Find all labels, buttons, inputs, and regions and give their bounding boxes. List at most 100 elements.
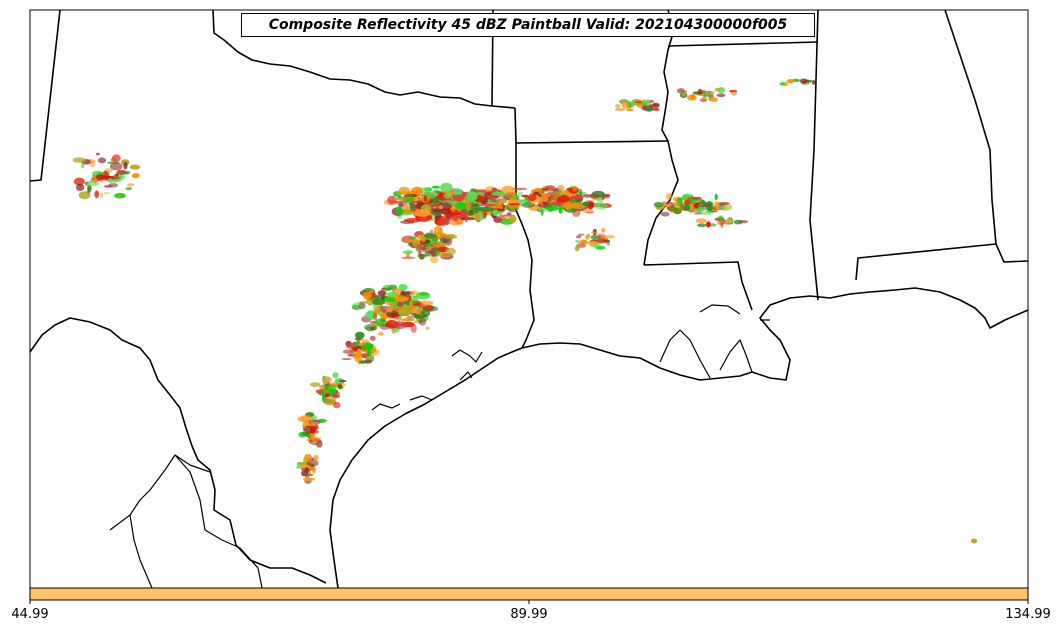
- reflectivity-blob: [454, 202, 469, 210]
- reflectivity-blob: [368, 343, 374, 349]
- reflectivity-blob: [324, 399, 337, 406]
- reflectivity-blob: [417, 254, 431, 257]
- reflectivity-blob: [316, 440, 323, 448]
- coastline-gulf-east: [521, 287, 1029, 381]
- reflectivity-blob: [516, 199, 529, 203]
- reflectivity-blob: [443, 234, 458, 240]
- reflectivity-blob: [601, 227, 606, 233]
- reflectivity-blob: [358, 301, 365, 310]
- reflectivity-blob: [309, 430, 320, 434]
- reflectivity-blob: [715, 203, 719, 210]
- reflectivity-blob: [574, 245, 580, 252]
- reflectivity-blob: [396, 191, 411, 194]
- reflectivity-blob: [325, 388, 337, 395]
- reflectivity-blob: [681, 91, 686, 97]
- reflectivity-blob: [498, 214, 515, 217]
- reflectivity-blob: [402, 250, 414, 255]
- reflectivity-blob: [599, 196, 611, 199]
- reflectivity-blob: [325, 393, 330, 398]
- reflectivity-blob: [120, 170, 131, 175]
- reflectivity-blob: [355, 351, 363, 357]
- reflectivity-blob: [397, 302, 405, 308]
- reflectivity-blob: [315, 389, 324, 394]
- reflectivity-blob: [412, 305, 417, 313]
- reflectivity-blob: [587, 240, 598, 246]
- reflectivity-blob: [398, 283, 408, 292]
- reflectivity-blob: [572, 203, 585, 210]
- reflectivity-blob: [705, 92, 711, 96]
- reflectivity-blob: [100, 192, 104, 198]
- reflectivity-blob: [458, 209, 466, 218]
- reflectivity-blob: [590, 231, 598, 234]
- reflectivity-blob: [581, 208, 595, 213]
- reflectivity-blob: [687, 94, 697, 101]
- reflectivity-blob: [127, 183, 135, 187]
- reflectivity-blob: [684, 203, 691, 211]
- reflectivity-blob: [541, 188, 549, 191]
- reflectivity-blob: [540, 192, 551, 198]
- reflectivity-blob: [308, 436, 321, 441]
- reflectivity-blob: [653, 201, 664, 208]
- reflectivity-blob: [478, 211, 485, 221]
- reflectivity-blob: [498, 210, 503, 218]
- reflectivity-blob: [358, 360, 370, 364]
- colorbar-ticks: [29, 600, 1029, 604]
- coastline-tx-bays: [371, 349, 483, 411]
- reflectivity-blob: [578, 233, 585, 236]
- reflectivity-blob: [683, 199, 691, 205]
- reflectivity-blob: [407, 242, 413, 246]
- state-border-tn-ms: [667, 41, 819, 47]
- reflectivity-blob: [96, 174, 106, 180]
- reflectivity-blob: [400, 318, 415, 322]
- reflectivity-blob: [392, 321, 408, 329]
- reflectivity-blob: [386, 308, 393, 313]
- reflectivity-blob: [545, 185, 556, 190]
- reflectivity-blob: [584, 235, 590, 240]
- reflectivity-blob: [466, 191, 478, 202]
- state-border-ms-la: [643, 261, 753, 311]
- reflectivity-blob: [562, 201, 575, 210]
- reflectivity-blob: [312, 415, 317, 421]
- reflectivity-blob: [304, 453, 313, 462]
- state-border-tx-la: [514, 107, 535, 349]
- reflectivity-blob: [615, 104, 621, 109]
- reflectivity-blob: [706, 203, 713, 212]
- reflectivity-blob: [304, 425, 317, 428]
- reflectivity-blob: [372, 298, 386, 306]
- reflectivity-blob: [72, 157, 86, 163]
- reflectivity-blob: [492, 209, 499, 217]
- reflectivity-blob: [448, 217, 464, 226]
- reflectivity-blob: [641, 105, 647, 111]
- reflectivity-blob: [716, 93, 726, 98]
- map-frame: [29, 9, 1029, 589]
- reflectivity-blob: [685, 193, 693, 198]
- reflectivity-blob: [302, 427, 312, 432]
- reflectivity-blob: [309, 382, 321, 387]
- reflectivity-blob: [438, 205, 444, 210]
- reflectivity-blob: [78, 191, 91, 200]
- reflectivity-blob: [372, 312, 378, 321]
- reflectivity-blob: [414, 209, 431, 217]
- reflectivity-blob: [379, 304, 384, 312]
- reflectivity-blob: [403, 194, 415, 204]
- reflectivity-blob: [468, 209, 474, 216]
- reflectivity-blob: [784, 81, 788, 86]
- reflectivity-blob: [415, 243, 423, 252]
- reflectivity-blob: [73, 177, 85, 186]
- reflectivity-blob: [710, 97, 719, 102]
- reflectivity-blob: [434, 215, 441, 221]
- reflectivity-blob: [415, 313, 429, 323]
- reflectivity-blob: [296, 461, 301, 467]
- reflectivity-blob: [537, 196, 549, 202]
- reflectivity-blob: [530, 190, 535, 194]
- reflectivity-blob: [531, 188, 545, 192]
- reflectivity-blob: [701, 90, 706, 93]
- reflectivity-blob: [333, 401, 341, 409]
- map-boundaries: [29, 9, 1029, 589]
- reflectivity-blob: [727, 217, 732, 220]
- reflectivity-blob: [714, 193, 718, 201]
- reflectivity-blob: [107, 161, 120, 164]
- reflectivity-blob: [80, 162, 85, 169]
- reflectivity-blob: [665, 193, 673, 200]
- reflectivity-blob: [401, 211, 418, 215]
